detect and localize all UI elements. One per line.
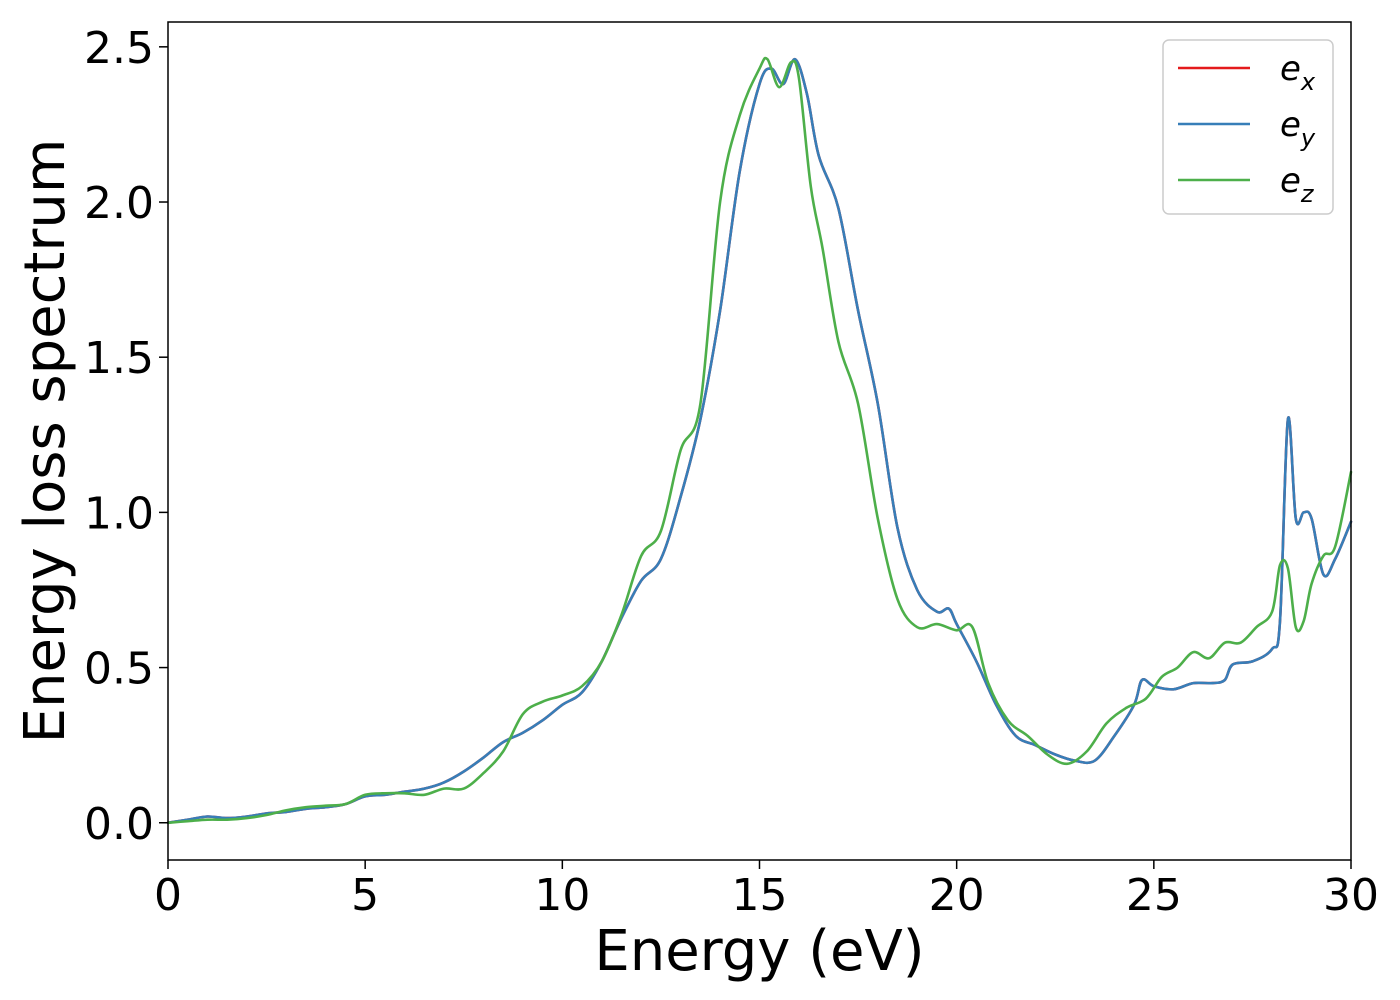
x-tick-label: 5 <box>351 870 379 921</box>
y-tick-label: 2.5 <box>84 23 154 74</box>
x-tick-label: 0 <box>154 870 182 921</box>
x-axis-label: Energy (eV) <box>594 919 924 984</box>
y-tick-label: 0.5 <box>84 644 154 695</box>
legend-box <box>1162 39 1334 215</box>
y-tick-label: 1.0 <box>84 488 154 539</box>
y-tick-label: 2.0 <box>84 178 154 229</box>
y-tick-label: 0.0 <box>84 799 154 850</box>
y-axis-ticks: 0.0 0.5 1.0 1.5 2.0 2.5 <box>84 23 168 850</box>
plot-lines <box>166 56 1353 825</box>
x-tick-label: 15 <box>732 870 788 921</box>
series-line-ez <box>166 56 1353 825</box>
x-tick-label: 10 <box>534 870 590 921</box>
y-axis-label: Energy loss spectrum <box>13 139 78 744</box>
x-axis-ticks: 0 5 10 15 20 25 30 <box>154 860 1379 921</box>
x-tick-label: 20 <box>929 870 985 921</box>
series-line-ey <box>166 57 1353 825</box>
x-tick-label: 25 <box>1126 870 1182 921</box>
x-tick-label: 30 <box>1323 870 1379 921</box>
y-tick-label: 1.5 <box>84 333 154 384</box>
